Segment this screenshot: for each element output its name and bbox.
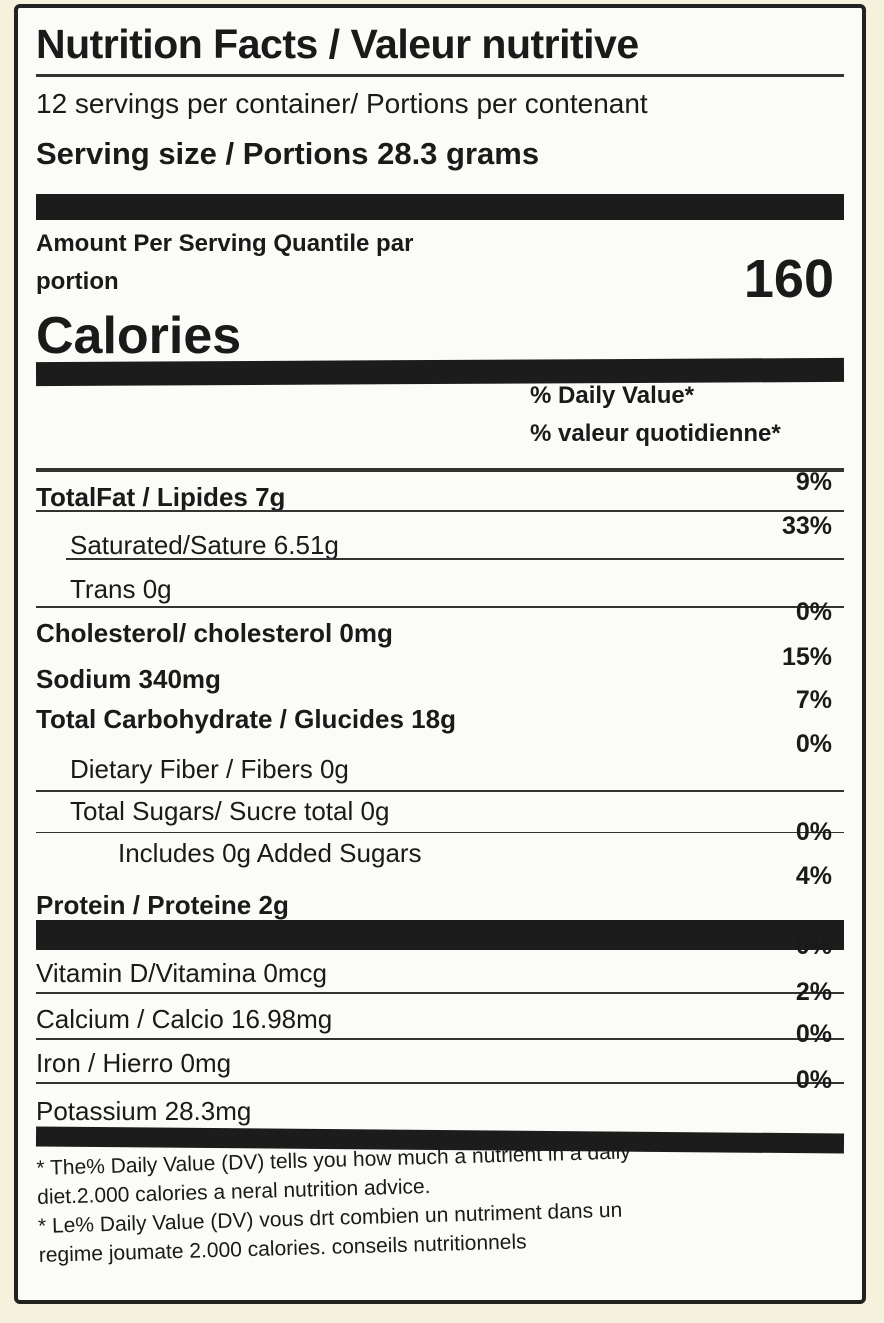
calories-value: 160 [743,249,834,309]
divider [66,558,844,560]
dv-protein: 4% [795,862,832,890]
thick-divider [36,920,844,950]
serving-size: Serving size / Portions 28.3 grams [36,136,540,171]
divider [36,992,844,994]
dv-sodium: 15% [781,643,832,671]
divider [36,74,844,77]
dv-iron: 0% [795,1020,832,1048]
dv-header-fr: % valeur quotidienne* [530,420,781,447]
nutrition-facts-label: Nutrition Facts / Valeur nutritive 12 se… [14,4,866,1304]
nutrient-fiber: Dietary Fiber / Fibers 0g [70,754,349,784]
potassium: Potassium 28.3mg [36,1096,252,1126]
divider [36,510,844,512]
vitamin-d: Vitamin D/Vitamina 0mcg [36,958,327,988]
servings-per-container: 12 servings per container/ Portions per … [36,88,648,119]
dv-potassium: 0% [795,1066,832,1094]
dv-cholesterol: 0% [795,598,832,626]
nutrient-protein: Protein / Proteine 2g [36,890,289,920]
divider [36,790,844,792]
nutrient-added-sugars: Includes 0g Added Sugars [118,838,422,868]
divider [36,1082,844,1084]
calories-label: Calories [36,307,242,365]
thick-divider [36,194,844,220]
iron: Iron / Hierro 0mg [36,1048,232,1078]
calcium: Calcium / Calcio 16.98mg [36,1004,333,1034]
nutrient-total-fat: TotalFat / Lipides 7g [36,482,286,512]
divider [36,606,844,608]
dv-fiber: 0% [795,730,832,758]
thick-divider [35,357,845,387]
nutrient-trans: Trans 0g [70,574,172,604]
nutrient-saturated: Saturated/Sature 6.51g [70,530,339,560]
label-title: Nutrition Facts / Valeur nutritive [36,21,639,67]
dv-saturated: 33% [781,512,832,540]
amount-per-serving: Amount Per Serving Quantile par [36,230,414,257]
footnotes: * The% Daily Value (DV) tells you how mu… [36,1137,634,1270]
nutrient-total-sugars: Total Sugars/ Sucre total 0g [70,796,390,826]
nutrient-sodium: Sodium 340mg [36,664,221,694]
dv-calcium: 2% [795,978,832,1006]
divider [36,1038,844,1040]
amount-per-serving-portion: portion [36,268,119,295]
dv-added-sugars: 0% [795,818,832,846]
divider [36,468,844,472]
dv-carbohydrate: 7% [795,686,832,714]
dv-total-fat: 9% [795,468,832,496]
nutrient-cholesterol: Cholesterol/ cholesterol 0mg [36,618,393,648]
nutrient-carbohydrate: Total Carbohydrate / Glucides 18g [36,704,456,734]
dv-vitamin-d: 0% [795,932,832,960]
divider [36,832,844,833]
dv-header-en: % Daily Value* [530,382,695,409]
